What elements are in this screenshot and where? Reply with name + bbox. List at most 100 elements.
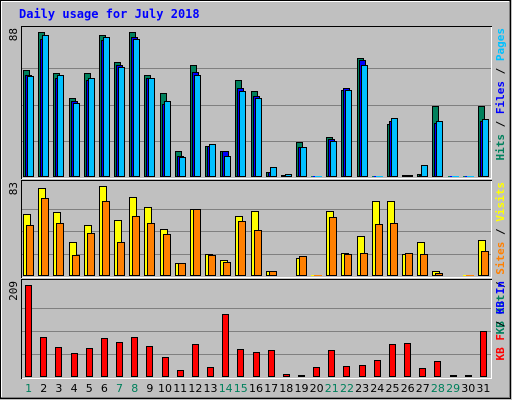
- bar-sites: [132, 216, 140, 276]
- legend-entry: Visits: [494, 182, 507, 222]
- legend: KB F / KB In: [494, 281, 507, 361]
- bar-sites: [329, 217, 337, 276]
- bar-hits: [421, 165, 428, 177]
- legend-entry: Sites: [494, 242, 507, 275]
- legend-separator: /: [494, 275, 507, 295]
- bar-hits: [255, 98, 262, 177]
- x-tick-label: 21: [325, 382, 339, 395]
- x-tick-label: 28: [431, 382, 445, 395]
- bar-sites: [56, 223, 64, 276]
- bar-hits: [270, 167, 277, 177]
- bar-hits: [406, 175, 413, 177]
- x-tick-label: 26: [401, 382, 415, 395]
- bar-kb-f: [207, 367, 214, 377]
- bar-kb-f: [268, 350, 275, 377]
- bar-sites: [238, 221, 246, 276]
- bar-hits: [57, 75, 64, 177]
- bar-sites: [117, 242, 125, 276]
- bar-sites: [435, 273, 443, 276]
- bar-hits: [315, 176, 322, 177]
- bar-sites: [87, 233, 95, 276]
- bar-sites: [481, 251, 489, 276]
- bar-hits: [88, 78, 95, 177]
- chart-panels: 88 Hits / Files / Pages 83 KB Out / Sites /…: [7, 26, 507, 379]
- bar-sites: [208, 255, 216, 276]
- x-tick-label: 16: [249, 382, 263, 395]
- bar-kb-f: [162, 357, 169, 377]
- x-tick-label: 8: [131, 382, 138, 395]
- bar-sites: [163, 234, 171, 276]
- bar-hits: [179, 157, 186, 177]
- bar-sites: [269, 271, 277, 276]
- bar-sites: [26, 225, 34, 276]
- bar-kb-f: [177, 370, 184, 377]
- bar-kb-f: [40, 337, 47, 377]
- bar-sites: [360, 253, 368, 276]
- bar-kb-f: [389, 344, 396, 377]
- chart-title: Daily usage for July 2018: [19, 7, 200, 21]
- x-tick-label: 19: [295, 382, 309, 395]
- legend-separator: /: [494, 114, 507, 134]
- bar-kb-f: [146, 346, 153, 377]
- bar-hits: [164, 101, 171, 177]
- visits-panel: 83 KB Out / Sites / Visits: [7, 180, 507, 335]
- legend-separator: /: [494, 222, 507, 242]
- x-tick-label: 4: [71, 382, 78, 395]
- bar-kb-f: [86, 348, 93, 377]
- x-tick-label: 17: [264, 382, 278, 395]
- bar-hits: [148, 78, 155, 177]
- bar-sites: [223, 262, 231, 276]
- bar-sites: [466, 275, 474, 276]
- bar-hits: [103, 37, 110, 177]
- legend-separator: /: [494, 314, 507, 334]
- x-tick-label: 30: [461, 382, 475, 395]
- bar-hits: [361, 65, 368, 177]
- x-tick-label: 23: [355, 382, 369, 395]
- bar-hits: [391, 118, 398, 177]
- bar-kb-f: [283, 374, 290, 377]
- bar-sites: [72, 255, 80, 276]
- bar-hits: [345, 90, 352, 177]
- bar-sites: [299, 256, 307, 276]
- bar-hits: [133, 39, 140, 177]
- x-tick-label: 13: [204, 382, 218, 395]
- bar-kb-f: [101, 338, 108, 377]
- x-tick-label: 11: [173, 382, 187, 395]
- x-tick-label: 6: [101, 382, 108, 395]
- x-tick-label: 22: [340, 382, 354, 395]
- bar-hits: [452, 176, 459, 177]
- bar-hits: [239, 91, 246, 177]
- bar-sites: [344, 254, 352, 276]
- bar-hits: [73, 103, 80, 177]
- bar-sites: [102, 201, 110, 276]
- bar-kb-f: [328, 350, 335, 377]
- legend-entry: KB Out: [494, 295, 507, 335]
- bar-hits: [285, 174, 292, 177]
- bar-hits: [376, 176, 383, 177]
- x-tick-label: 20: [310, 382, 324, 395]
- bar-sites: [405, 253, 413, 276]
- bar-hits: [27, 76, 34, 177]
- x-tick-label: 14: [219, 382, 233, 395]
- bar-hits: [118, 67, 125, 177]
- bar-sites: [178, 263, 186, 276]
- bar-hits: [42, 35, 49, 177]
- bar-sites: [41, 198, 49, 276]
- bar-sites: [147, 223, 155, 276]
- bar-kb-f: [465, 375, 472, 377]
- x-tick-label: 7: [116, 382, 123, 395]
- x-tick-label: 2: [40, 382, 47, 395]
- bar-kb-f: [480, 331, 487, 377]
- bar-sites: [193, 209, 201, 276]
- legend-entry: Files: [494, 81, 507, 114]
- bar-kb-f: [55, 347, 62, 377]
- bar-sites: [420, 254, 428, 276]
- bar-hits: [467, 176, 474, 177]
- legend-separator: /: [494, 61, 507, 81]
- legend-entry: Hits: [494, 134, 507, 161]
- bar-kb-f: [419, 368, 426, 377]
- x-tick-label: 15: [234, 382, 248, 395]
- bar-hits: [300, 147, 307, 177]
